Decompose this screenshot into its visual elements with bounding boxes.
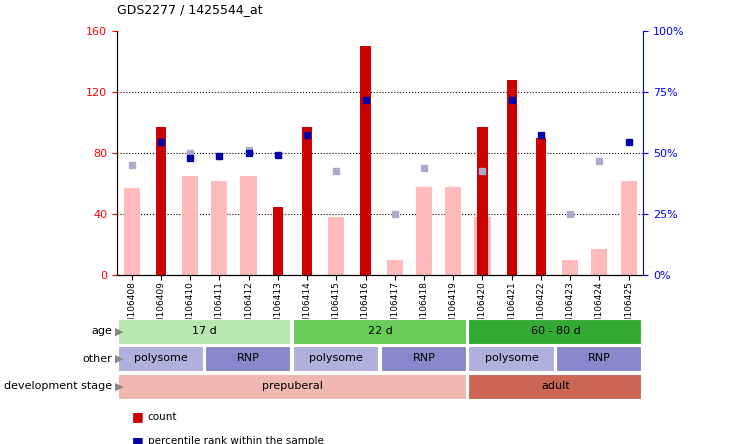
Text: percentile rank within the sample: percentile rank within the sample	[148, 436, 324, 444]
Text: RNP: RNP	[588, 353, 611, 363]
Bar	[591, 250, 607, 275]
Bar	[118, 374, 466, 399]
Bar	[118, 346, 202, 371]
Bar	[156, 127, 166, 275]
Bar	[621, 181, 637, 275]
Bar	[205, 346, 290, 371]
Text: count: count	[148, 412, 177, 422]
Bar	[381, 346, 466, 371]
Bar	[118, 319, 290, 344]
Bar	[469, 346, 553, 371]
Text: GDS2277 / 1425544_at: GDS2277 / 1425544_at	[117, 3, 262, 16]
Bar	[240, 176, 257, 275]
Bar	[273, 206, 283, 275]
Bar	[360, 46, 371, 275]
Bar	[387, 260, 403, 275]
Text: 60 - 80 d: 60 - 80 d	[531, 325, 580, 336]
Text: development stage: development stage	[4, 381, 112, 391]
Bar	[469, 319, 641, 344]
Text: age: age	[91, 326, 112, 336]
Text: 17 d: 17 d	[192, 325, 217, 336]
Bar	[293, 346, 378, 371]
Text: ▶: ▶	[115, 381, 124, 391]
Bar	[562, 260, 578, 275]
Text: polysome: polysome	[134, 353, 188, 363]
Bar	[474, 217, 491, 275]
Text: RNP: RNP	[412, 353, 436, 363]
Bar	[536, 138, 546, 275]
Text: ■: ■	[132, 410, 143, 423]
Bar	[302, 127, 312, 275]
Bar	[556, 346, 641, 371]
Text: prepuberal: prepuberal	[262, 381, 323, 391]
Bar	[416, 187, 432, 275]
Bar	[477, 127, 488, 275]
Bar	[469, 374, 641, 399]
Bar	[211, 181, 227, 275]
Bar	[182, 176, 198, 275]
Text: RNP: RNP	[237, 353, 260, 363]
Text: adult: adult	[541, 381, 570, 391]
Text: ▶: ▶	[115, 326, 124, 336]
Text: other: other	[82, 354, 112, 364]
Text: 22 d: 22 d	[368, 325, 393, 336]
Bar	[124, 188, 140, 275]
Bar	[507, 80, 517, 275]
Text: polysome: polysome	[309, 353, 363, 363]
Bar	[328, 217, 344, 275]
Text: ▶: ▶	[115, 354, 124, 364]
Bar	[293, 319, 466, 344]
Text: ■: ■	[132, 435, 143, 444]
Bar	[445, 187, 461, 275]
Text: polysome: polysome	[485, 353, 539, 363]
